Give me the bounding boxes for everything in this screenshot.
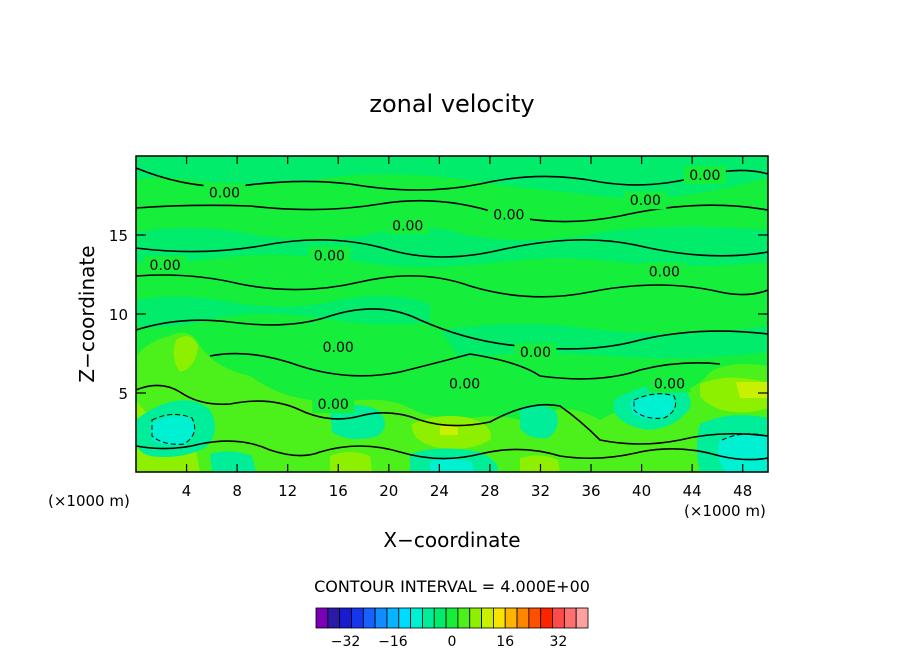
x-tick-labels: 4 8 12 16 20 24 28 32 36 40 44 48	[182, 482, 752, 500]
colorbar-swatch	[481, 607, 494, 629]
x-tick-label: 24	[430, 482, 449, 500]
contour-label-bg	[443, 374, 486, 393]
field-region	[630, 394, 675, 420]
contour-label: 0.00	[209, 185, 240, 201]
colorbar-swatch	[398, 607, 412, 629]
field-region	[736, 382, 768, 398]
colorbar-swatch	[433, 607, 447, 629]
contour-label: 0.00	[493, 207, 524, 223]
colorbar-swatch	[339, 607, 352, 629]
field-region	[330, 452, 372, 472]
field-region	[136, 332, 768, 472]
x-tick-label: 40	[632, 482, 651, 500]
x-tick-label: 48	[733, 482, 752, 500]
contour-label-bg	[648, 374, 691, 393]
contour-label: 0.00	[630, 193, 661, 209]
colorbar-swatch	[492, 607, 506, 629]
field-region	[150, 416, 195, 446]
colorbar-swatch	[362, 607, 376, 629]
x-tick-label: 8	[232, 482, 242, 500]
colorbar-swatch	[504, 607, 518, 629]
contour-label-bg	[308, 246, 351, 265]
colorbar-swatch	[351, 607, 364, 629]
field-region	[520, 455, 560, 472]
contour-labels: 0.00 0.00 0.00 0.00 0.00 0.00 0.00 0.00 0.00 0.00…	[144, 165, 726, 414]
field-region	[136, 156, 768, 200]
contour-label-bg	[386, 216, 429, 235]
contour-label: 0.00	[654, 377, 685, 393]
colorbar-swatch	[386, 607, 400, 629]
field-region	[520, 404, 558, 439]
colorbar-swatch	[327, 607, 341, 629]
x-tick-label: 32	[531, 482, 550, 500]
field-region	[136, 295, 430, 328]
field-region	[210, 451, 256, 472]
colorbar-tick-label: 32	[550, 634, 568, 650]
colorbar-swatch	[469, 607, 482, 629]
contour-label-bg	[317, 338, 360, 357]
x-tick-label: 36	[581, 482, 600, 500]
colorbar-swatch	[445, 607, 459, 629]
contour-label-bg	[624, 191, 667, 210]
contour-label-bg	[312, 395, 355, 414]
x-tick-label: 44	[683, 482, 702, 500]
x-tick-label: 12	[278, 482, 297, 500]
y-tick-labels: 5 10 15	[109, 227, 128, 403]
field-region	[440, 426, 458, 435]
colorbar-swatch	[552, 607, 565, 629]
contour-label-bg	[487, 205, 530, 224]
colorbar-tick-label: 0	[448, 634, 457, 650]
colorbar-swatch	[422, 607, 435, 629]
contour-label: 0.00	[314, 249, 345, 265]
colorbar	[315, 607, 589, 629]
contour-label-bg	[514, 342, 557, 361]
contour-label-bg	[683, 165, 726, 184]
contour-label: 0.00	[323, 340, 354, 356]
colorbar-swatch	[528, 607, 542, 629]
contour-label-bg	[203, 183, 246, 202]
colorbar-tick-label: −16	[378, 634, 408, 650]
chart-title: zonal velocity	[369, 90, 534, 118]
colorbar-swatch	[516, 607, 530, 629]
contour-label-bg	[144, 256, 187, 275]
x-tick-label: 20	[379, 482, 398, 500]
contour-label: 0.00	[649, 264, 680, 280]
contour-label-bg	[643, 262, 686, 281]
colorbar-swatch	[563, 607, 577, 629]
colorbar-swatch	[315, 607, 329, 629]
contour-label: 0.00	[392, 219, 423, 235]
axis-ticks	[136, 156, 768, 472]
x-unit-left: (×1000 m)	[48, 492, 130, 510]
colorbar-swatch	[540, 607, 553, 629]
contour-label: 0.00	[520, 345, 551, 361]
field-region	[430, 459, 474, 472]
y-tick-label: 15	[109, 227, 128, 245]
field-region	[718, 433, 768, 472]
contour-label: 0.00	[149, 258, 180, 274]
y-axis-label: Z−coordinate	[75, 245, 99, 382]
colorbar-tick-label: 16	[496, 634, 514, 650]
colorbar-swatch	[374, 607, 388, 629]
y-tick-label: 5	[118, 385, 128, 403]
field-region	[173, 336, 198, 372]
colorbar-labels: −32 −16 0 16 32	[331, 634, 568, 650]
field-region	[136, 226, 768, 267]
contour-label: 0.00	[449, 377, 480, 393]
contour-label: 0.00	[689, 168, 720, 184]
x-unit-right: (×1000 m)	[684, 502, 766, 520]
contour-label: 0.00	[318, 397, 349, 413]
x-tick-label: 28	[480, 482, 499, 500]
x-tick-label: 4	[182, 482, 192, 500]
colorbar-swatch	[575, 607, 589, 629]
negative-contours	[151, 393, 767, 445]
x-axis-label: X−coordinate	[383, 528, 520, 552]
colorbar-swatch	[410, 607, 423, 629]
x-tick-label: 16	[329, 482, 348, 500]
y-tick-label: 10	[109, 306, 128, 324]
plot-area: 0.00 0.00 0.00 0.00 0.00 0.00 0.00 0.00 0.00 0.00…	[135, 155, 769, 473]
contour-interval-text: CONTOUR INTERVAL = 4.000E+00	[314, 577, 590, 596]
colorbar-swatch	[457, 607, 471, 629]
colorbar-tick-label: −32	[331, 634, 361, 650]
